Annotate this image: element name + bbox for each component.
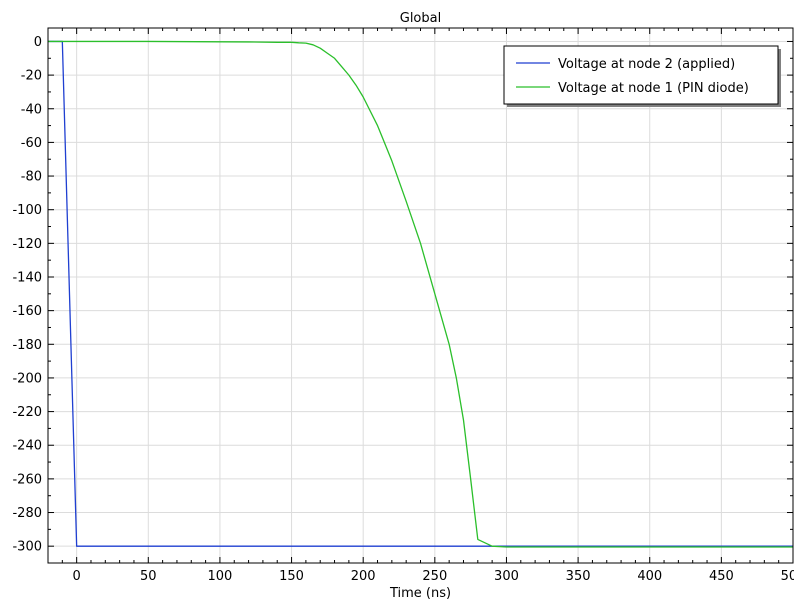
legend-label: Voltage at node 2 (applied) (558, 57, 735, 72)
grid (48, 28, 794, 563)
y-tick-label: -260 (12, 472, 42, 487)
x-tick-label: 300 (494, 569, 519, 584)
y-tick-label: -280 (12, 506, 42, 521)
y-tick-label: -300 (12, 540, 42, 555)
y-tick-label: -160 (12, 304, 42, 319)
x-tick-label: 50 (140, 569, 157, 584)
chart-title: Global (400, 11, 441, 26)
x-tick-label: 450 (709, 569, 734, 584)
x-axis-label: Time (ns) (389, 586, 451, 601)
x-tick-label: 500 (781, 569, 794, 584)
legend: Voltage at node 2 (applied) Voltage at no… (503, 45, 781, 107)
series-line-1 (48, 40, 793, 547)
x-tick-label: 150 (279, 569, 304, 584)
y-tick-label: -60 (21, 136, 42, 151)
y-tick-label: -100 (12, 203, 42, 218)
x-tick-label: 0 (73, 569, 81, 584)
series-line-2 (48, 40, 793, 548)
x-tick-label: 100 (208, 569, 233, 584)
x-tick-label: 350 (566, 569, 591, 584)
y-tick-label: -140 (12, 270, 42, 285)
axis-ticks: 0 50 100 150 200 250 300 350 400 450 500 0 -20 -40 -60… (12, 28, 794, 584)
y-tick-label: -180 (12, 338, 42, 353)
y-tick-label: -220 (12, 405, 42, 420)
y-tick-label: -120 (12, 237, 42, 252)
series-lines (48, 40, 793, 548)
x-tick-label: 400 (637, 569, 662, 584)
legend-label: Voltage at node 1 (PIN diode) (558, 81, 749, 96)
y-tick-label: -40 (21, 102, 42, 117)
legend-box (503, 45, 779, 105)
y-tick-label: -240 (12, 439, 42, 454)
x-tick-label: 250 (422, 569, 447, 584)
y-tick-label: -20 (21, 69, 42, 84)
x-tick-label: 200 (351, 569, 376, 584)
y-tick-label: 0 (34, 35, 42, 50)
plot-frame (47, 27, 794, 564)
y-tick-label: -200 (12, 371, 42, 386)
y-tick-label: -80 (21, 170, 42, 185)
